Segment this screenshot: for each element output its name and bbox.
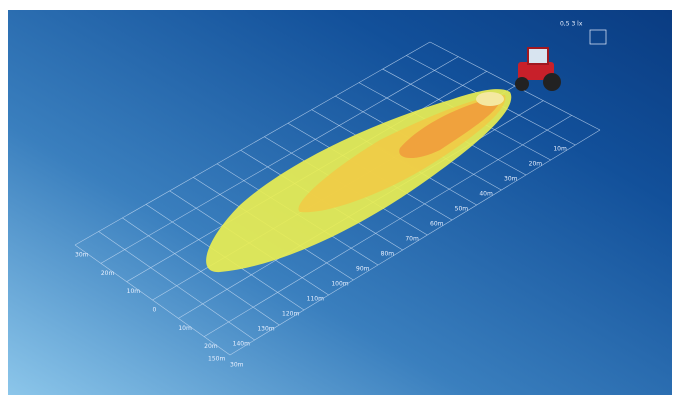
distance-label: 130m: [257, 326, 274, 333]
distance-label: 20m: [529, 161, 543, 168]
distance-label: 80m: [381, 251, 395, 258]
distance-label: 110m: [307, 296, 324, 303]
lateral-label: 0: [153, 307, 157, 314]
light-source: [476, 92, 504, 106]
beam-inner: [399, 96, 501, 159]
grid-line: [100, 56, 459, 264]
distance-label: 90m: [356, 266, 370, 273]
distance-label: 70m: [405, 236, 419, 243]
lateral-label: 30m: [230, 362, 244, 369]
grid-line: [74, 41, 431, 246]
lateral-label: 10m: [178, 325, 192, 332]
distance-label: 140m: [233, 341, 250, 348]
tractor: [515, 47, 561, 91]
legend-icon: [589, 29, 607, 45]
lateral-label: 20m: [204, 343, 218, 350]
distance-label: 50m: [455, 206, 469, 213]
distance-label: 40m: [479, 191, 493, 198]
distance-label: 10m: [553, 146, 567, 153]
lateral-label: 20m: [101, 270, 115, 277]
distance-label: 100m: [331, 281, 348, 288]
distance-label: 150m: [208, 356, 225, 363]
legend-label: 0,5 3 lx: [560, 21, 583, 28]
distance-label: 30m: [504, 176, 518, 183]
distance-label: 120m: [282, 311, 299, 318]
grid-line: [204, 115, 572, 337]
lateral-label: 30m: [75, 252, 89, 259]
lateral-label: 10m: [127, 288, 141, 295]
grid-line: [229, 129, 601, 356]
distance-label: 60m: [430, 221, 444, 228]
